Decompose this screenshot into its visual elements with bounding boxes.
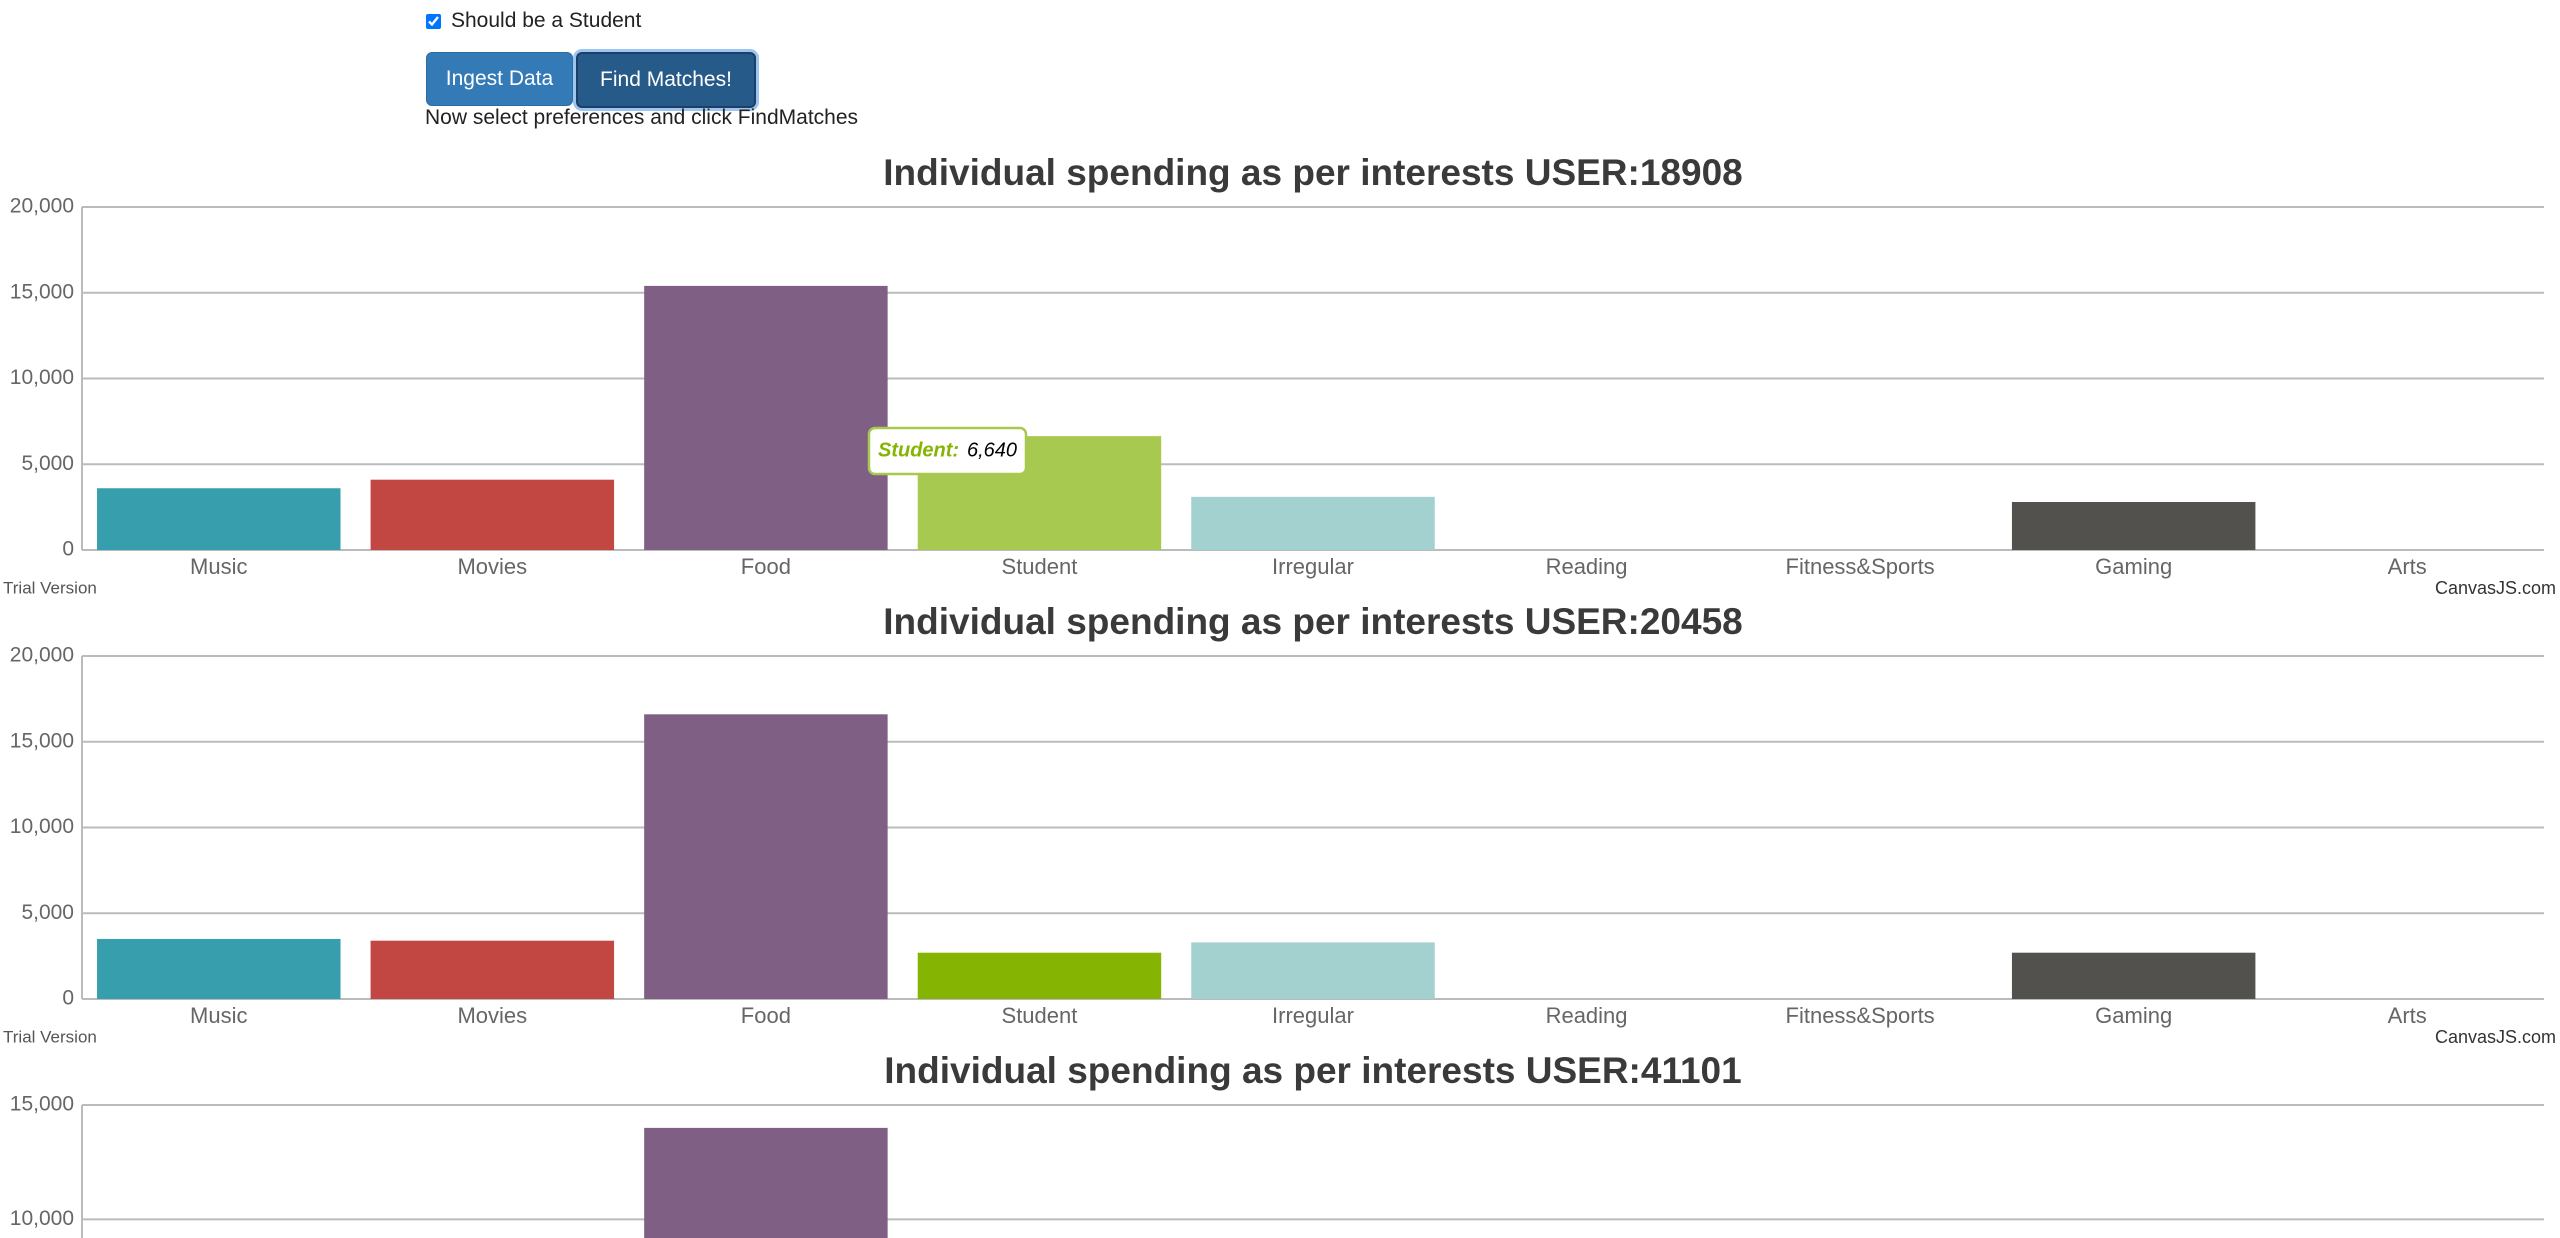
x-tick-label: Movies bbox=[457, 554, 527, 579]
y-tick-label: 10,000 bbox=[10, 1207, 74, 1230]
x-tick-label: Arts bbox=[2388, 554, 2427, 579]
chart-title: Individual spending as per interests USE… bbox=[883, 152, 1743, 193]
x-tick-label: Movies bbox=[457, 1003, 527, 1028]
x-tick-label: Arts bbox=[2388, 1003, 2427, 1028]
y-tick-label: 5,000 bbox=[21, 901, 74, 924]
x-tick-label: Food bbox=[741, 1003, 791, 1028]
y-tick-label: 10,000 bbox=[10, 366, 74, 389]
bar bbox=[2011, 501, 2256, 550]
x-tick-label: Reading bbox=[1546, 1003, 1628, 1028]
chart-title: Individual spending as per interests USE… bbox=[884, 1050, 1741, 1091]
bar bbox=[644, 714, 888, 999]
bar bbox=[644, 285, 888, 550]
x-tick-label: Irregular bbox=[1272, 1003, 1354, 1028]
y-tick-label: 15,000 bbox=[10, 280, 74, 303]
ingest-button[interactable]: Ingest Data bbox=[426, 52, 573, 106]
y-tick-label: 0 bbox=[62, 987, 74, 1010]
bar bbox=[2011, 952, 2256, 999]
credit: CanvasJS.com bbox=[2435, 578, 2556, 598]
watermark: Trial Version bbox=[3, 578, 97, 597]
x-tick-label: Student bbox=[1002, 1003, 1078, 1028]
x-tick-label: Music bbox=[190, 1003, 247, 1028]
bar bbox=[370, 940, 615, 999]
x-tick-label: Gaming bbox=[2095, 1003, 2172, 1028]
x-tick-label: Music bbox=[190, 554, 247, 579]
y-tick-label: 10,000 bbox=[10, 815, 74, 838]
y-tick-label: 5,000 bbox=[21, 452, 74, 475]
x-tick-label: Fitness&Sports bbox=[1786, 1003, 1935, 1028]
watermark: Trial Version bbox=[3, 1027, 97, 1046]
x-tick-label: Irregular bbox=[1272, 554, 1354, 579]
student-checkbox[interactable]: Should be a Student bbox=[426, 9, 641, 33]
checkbox-label: Should be a Student bbox=[451, 9, 642, 32]
tooltip-label: Student: bbox=[878, 439, 959, 461]
x-tick-label: Student bbox=[1002, 554, 1078, 579]
credit: CanvasJS.com bbox=[2435, 1027, 2556, 1047]
y-tick-label: 20,000 bbox=[10, 644, 74, 667]
x-tick-label: Food bbox=[741, 554, 791, 579]
y-tick-label: 15,000 bbox=[10, 729, 74, 752]
tooltip-value: 6,640 bbox=[967, 439, 1017, 461]
y-tick-label: 20,000 bbox=[10, 195, 74, 218]
bar bbox=[370, 479, 615, 550]
checkbox[interactable] bbox=[426, 13, 441, 29]
y-tick-label: 0 bbox=[62, 538, 74, 561]
hint-text: Now select preferences and click FindMat… bbox=[425, 106, 859, 129]
x-tick-label: Fitness&Sports bbox=[1786, 554, 1935, 579]
bar bbox=[644, 1127, 888, 1238]
bar bbox=[97, 488, 341, 550]
chart-title: Individual spending as per interests USE… bbox=[883, 601, 1743, 642]
tooltip-box bbox=[867, 426, 1028, 476]
x-tick-label: Gaming bbox=[2095, 554, 2172, 579]
x-tick-label: Reading bbox=[1546, 554, 1628, 579]
find-matches-button[interactable]: Find Matches! bbox=[576, 52, 756, 108]
bar bbox=[1191, 942, 1435, 999]
bar bbox=[97, 938, 341, 999]
y-tick-label: 15,000 bbox=[10, 1093, 74, 1116]
bar bbox=[1191, 496, 1435, 550]
bar bbox=[917, 952, 1162, 999]
